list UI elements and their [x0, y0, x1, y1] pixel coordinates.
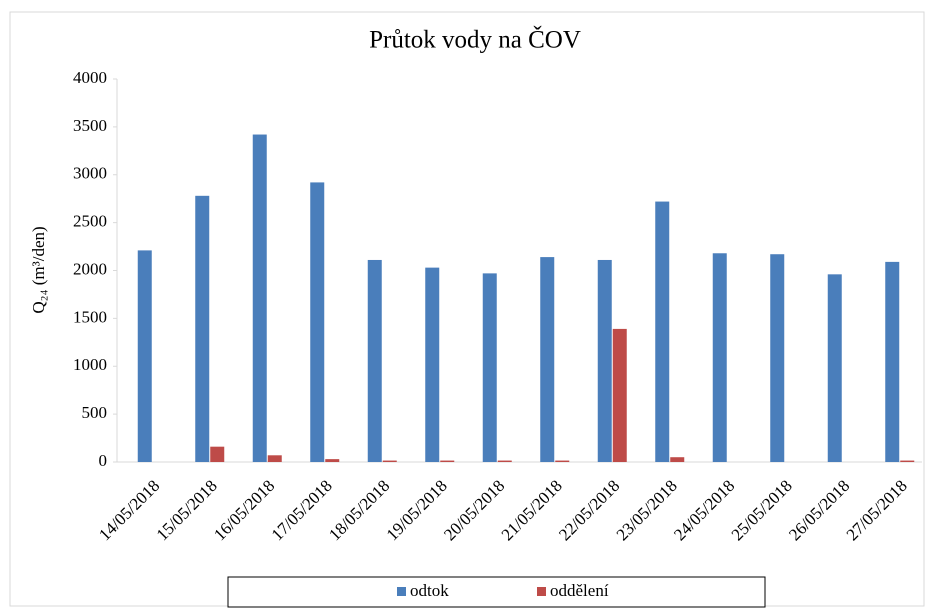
bar [900, 460, 915, 462]
bar [137, 250, 152, 462]
bar [827, 274, 842, 462]
y-tick-label: 0 [99, 451, 108, 470]
bar [367, 259, 382, 462]
bar [267, 455, 282, 462]
y-axis-label: Q₂₄ (m³/den) [29, 226, 48, 313]
y-tick-label: 1500 [73, 307, 107, 326]
bar [540, 257, 555, 462]
bar [612, 328, 627, 462]
y-tick-label: 1000 [73, 355, 107, 374]
bar [885, 261, 900, 462]
bar [440, 460, 455, 462]
y-tick-label: 500 [82, 403, 108, 422]
y-tick-label: 3000 [73, 164, 107, 183]
bar [310, 182, 325, 462]
bar [425, 267, 440, 462]
y-tick-label: 3500 [73, 116, 107, 135]
bar [252, 134, 267, 462]
bar [597, 259, 612, 462]
bar [770, 254, 785, 462]
bar [210, 446, 225, 462]
chart-title: Průtok vody na ČOV [369, 26, 581, 54]
bar [325, 459, 340, 462]
legend-box [227, 576, 766, 608]
bar [482, 273, 497, 462]
bar [497, 460, 512, 462]
bar [382, 460, 397, 462]
bar [670, 457, 685, 462]
bar [555, 460, 570, 462]
y-tick-label: 4000 [73, 68, 107, 87]
legend-swatch [397, 587, 406, 596]
bar [655, 201, 670, 462]
legend-swatch [537, 587, 546, 596]
legend-label: odtok [410, 581, 449, 600]
bar [195, 195, 210, 462]
bar [712, 253, 727, 462]
y-tick-label: 2500 [73, 212, 107, 231]
legend-label: oddělení [550, 581, 609, 600]
y-tick-label: 2000 [73, 259, 107, 278]
